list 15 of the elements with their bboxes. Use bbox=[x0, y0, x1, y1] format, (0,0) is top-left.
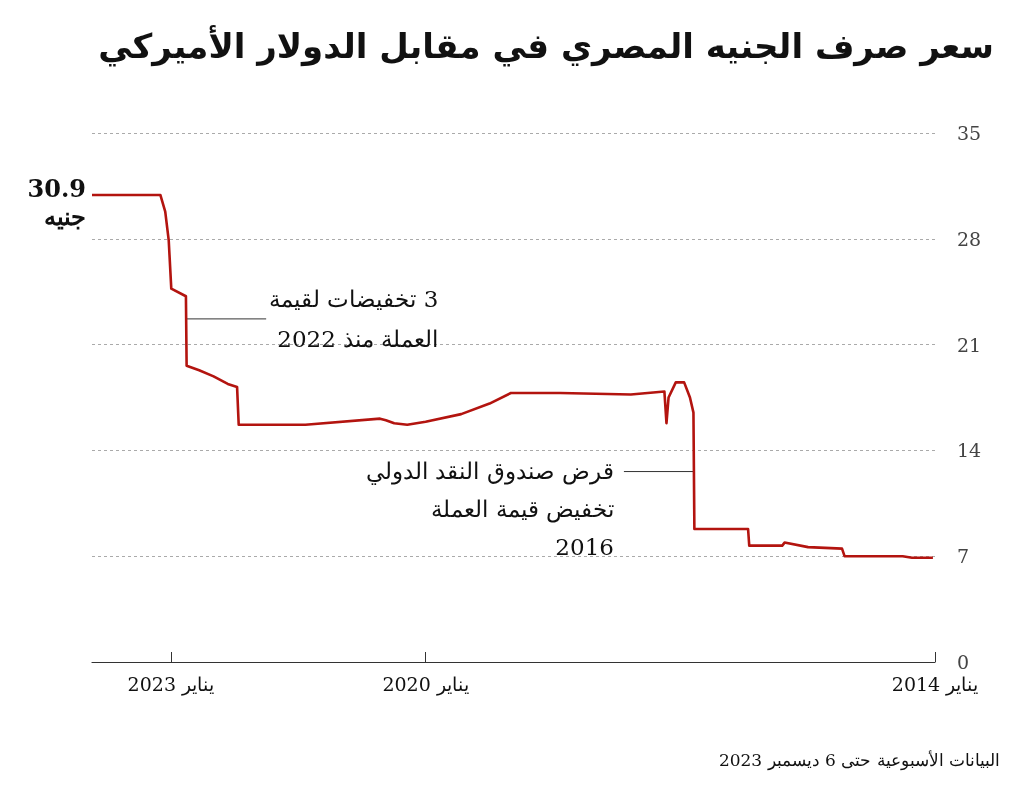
annotation: 30.9 جنيه bbox=[26, 173, 86, 231]
annotation: 3 تخفيضات لقيمة العملة منذ 2022 bbox=[269, 284, 439, 354]
y-tick-label: 0 bbox=[957, 651, 970, 673]
annotation: قرض صندوق النقد الدولي تخفيض قيمة العملة 2016 bbox=[364, 456, 614, 562]
y-tick-label: 35 bbox=[957, 122, 982, 144]
x-tick-label: يناير 2014 bbox=[891, 672, 979, 696]
y-tick-label: 28 bbox=[957, 227, 982, 250]
x-tick-label: يناير 2020 bbox=[382, 672, 469, 696]
text: البيانات الأسبوعية حتى 6 ديسمبر 2023 bbox=[718, 750, 1000, 770]
y-tick-label: 21 bbox=[957, 333, 982, 356]
line-series bbox=[90, 193, 935, 560]
x-tick-label: يناير 2023 bbox=[127, 672, 215, 696]
chart-title: سعر صرف الجنيه المصري في مقابل الدولار الأميركي bbox=[97, 26, 994, 66]
y-tick-label: 14 bbox=[957, 439, 982, 462]
y-tick-label: 7 bbox=[957, 545, 970, 568]
